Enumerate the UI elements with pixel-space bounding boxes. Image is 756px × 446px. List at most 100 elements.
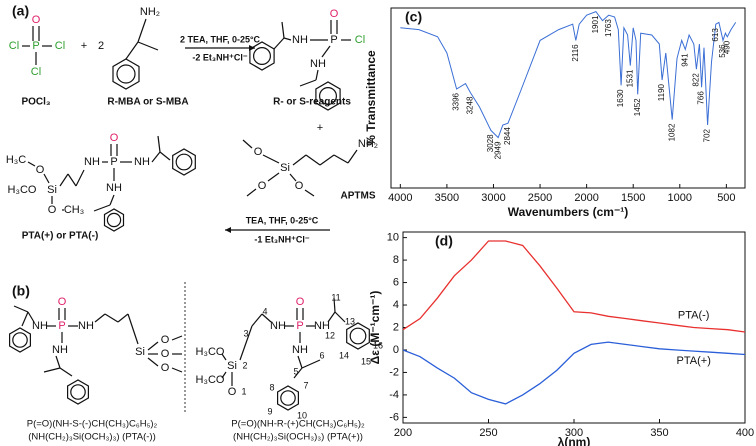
atom-label: NH bbox=[270, 320, 286, 332]
bond bbox=[127, 313, 139, 345]
peak-label: 2116 bbox=[571, 44, 580, 62]
bond bbox=[319, 154, 335, 166]
peak-label: 1630 bbox=[616, 89, 625, 107]
bond bbox=[94, 313, 106, 323]
bond bbox=[125, 41, 139, 60]
atom-label: P bbox=[296, 320, 303, 332]
aromatic-circle bbox=[319, 86, 338, 105]
reaction-condition: 2 TEA, THF, 0-25°C bbox=[180, 34, 261, 44]
aromatic-circle bbox=[70, 384, 86, 400]
atom-label: NH bbox=[52, 344, 68, 356]
atom-label: Cl bbox=[9, 40, 19, 52]
atom-label: O bbox=[258, 180, 267, 192]
bond bbox=[221, 371, 227, 379]
compound-caption: R- or S-reagents bbox=[273, 97, 351, 108]
y-tick-label: 0 bbox=[393, 344, 399, 356]
aromatic-circle bbox=[175, 153, 193, 171]
bond bbox=[171, 335, 183, 341]
peak-label: 2844 bbox=[503, 127, 512, 145]
x-tick-label: 300 bbox=[565, 427, 583, 439]
y-tick-label: 4 bbox=[393, 299, 399, 311]
atom-label: O bbox=[48, 204, 57, 216]
atom-label: NH bbox=[292, 344, 308, 356]
bond bbox=[305, 154, 321, 166]
bond bbox=[283, 37, 292, 41]
atom-label: H₃CO bbox=[8, 184, 37, 196]
atom-label: O bbox=[32, 14, 41, 26]
benzene-ring bbox=[277, 385, 299, 411]
aromatic-circle bbox=[280, 390, 296, 406]
bond bbox=[301, 359, 321, 369]
atom-label: + bbox=[81, 40, 87, 52]
peak-label: 3248 bbox=[465, 96, 474, 114]
bond bbox=[304, 189, 315, 197]
x-tick-label: 3500 bbox=[435, 192, 459, 204]
atom-label: H₃CO bbox=[196, 374, 225, 386]
atom-label: Si bbox=[47, 184, 57, 196]
atom-label: O bbox=[58, 296, 67, 308]
atom-locant: 7 bbox=[303, 380, 308, 390]
x-axis-label: Wavenumbers (cm⁻¹) bbox=[508, 205, 629, 219]
atom-label: NH bbox=[32, 320, 48, 332]
atom-locant: 11 bbox=[331, 292, 340, 302]
bond bbox=[43, 173, 50, 184]
x-axis-label: λ(nm) bbox=[558, 435, 591, 446]
aromatic-circle bbox=[349, 327, 367, 345]
bond bbox=[273, 37, 285, 50]
atom-label: NH bbox=[78, 320, 94, 332]
bond bbox=[159, 151, 171, 161]
x-tick-label: 350 bbox=[650, 427, 668, 439]
bond bbox=[13, 305, 29, 313]
compound-caption: APTMS bbox=[341, 191, 376, 202]
x-tick-label: 200 bbox=[394, 427, 412, 439]
reaction-condition: TEA, THF, 0-25°C bbox=[246, 215, 319, 225]
atom-locant: 8 bbox=[269, 382, 274, 392]
x-tick-label: 1000 bbox=[668, 192, 692, 204]
bond bbox=[117, 313, 129, 323]
peak-label: 1082 bbox=[667, 123, 676, 141]
series-line bbox=[402, 240, 746, 333]
y-tick-label: 6 bbox=[393, 276, 399, 288]
bond bbox=[43, 367, 61, 373]
atom-label: P bbox=[58, 320, 65, 332]
bond bbox=[261, 313, 272, 323]
bond bbox=[93, 204, 111, 212]
atom-label: NH₂ bbox=[358, 138, 378, 150]
atom-label: O bbox=[161, 348, 170, 360]
atom-locant: 6 bbox=[319, 350, 324, 360]
atom-locant: 4 bbox=[262, 306, 267, 316]
compound-caption: P(=O)(NH-S-(-)CH(CH₃)C₆H₅)₂ bbox=[27, 419, 158, 430]
x-tick-label: 2500 bbox=[528, 192, 552, 204]
atom-locant: 3 bbox=[243, 328, 248, 338]
bond bbox=[333, 297, 336, 313]
compound-caption: (NH(CH₂)₃Si(OCH₃)₃) (PTA(-)) bbox=[28, 432, 156, 443]
atom-locant: 10 bbox=[297, 410, 307, 420]
bond bbox=[59, 367, 73, 377]
bond bbox=[297, 355, 303, 369]
peak-label: 2949 bbox=[493, 141, 502, 159]
atom-locant: 12 bbox=[325, 330, 335, 340]
panel-label: (d) bbox=[435, 233, 453, 249]
bond bbox=[246, 188, 257, 197]
benzene-ring bbox=[9, 327, 31, 353]
atom-label: NH bbox=[134, 156, 150, 168]
bond bbox=[315, 69, 319, 81]
bond bbox=[333, 154, 349, 164]
atom-label: P bbox=[110, 156, 117, 168]
bond bbox=[147, 357, 159, 367]
atom-label: Cl bbox=[31, 66, 41, 78]
peak-label: 766 bbox=[697, 91, 706, 105]
atom-label: H₃C bbox=[6, 154, 26, 166]
atom-label: O bbox=[228, 386, 237, 398]
bond bbox=[147, 341, 159, 351]
bond bbox=[21, 311, 29, 327]
atom-label: Si bbox=[227, 360, 237, 372]
bond bbox=[299, 79, 317, 87]
bond bbox=[55, 355, 61, 369]
bond bbox=[281, 21, 285, 39]
benzene-ring bbox=[112, 58, 140, 90]
atom-label: O bbox=[161, 334, 170, 346]
atom-label: Si bbox=[280, 162, 290, 174]
atom-label: O bbox=[161, 362, 170, 374]
